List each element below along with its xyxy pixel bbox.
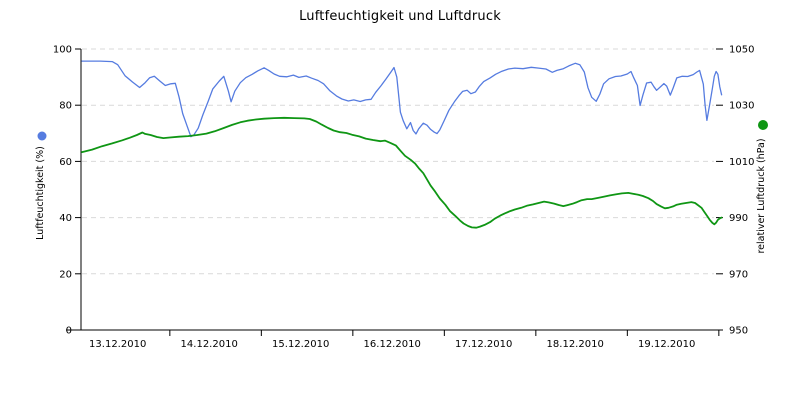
y-right-tick-label: 970 <box>729 269 748 280</box>
y-left-tick-label: 0 <box>66 326 72 337</box>
x-tick-label: 16.12.2010 <box>364 339 421 350</box>
y-left-tick-label: 80 <box>59 101 72 112</box>
y-right-tick-label: 1030 <box>729 101 754 112</box>
x-tick-label: 17.12.2010 <box>455 339 512 350</box>
x-tick-label: 15.12.2010 <box>272 339 329 350</box>
axes <box>66 49 719 331</box>
y-left-tick-label: 60 <box>59 157 72 168</box>
y-left-tick-label: 40 <box>59 213 72 224</box>
y-left-tick-label: 20 <box>59 269 72 280</box>
x-tick-label: 19.12.2010 <box>638 339 695 350</box>
y-right-axis: 950 970 990 1010 1030 1050 <box>716 45 754 337</box>
humidity-legend-dot-icon <box>37 131 47 141</box>
y-left-axis: 0 20 40 60 80 100 <box>53 45 81 337</box>
gridlines <box>82 48 714 275</box>
y-right-tick-label: 990 <box>729 213 748 224</box>
humidity-line <box>81 60 723 138</box>
chart-title: Luftfeuchtigkeit und Luftdruck <box>299 9 501 24</box>
y-right-tick-label: 1050 <box>729 45 754 56</box>
y-right-tick-label: 950 <box>729 326 748 337</box>
x-tick-label: 14.12.2010 <box>181 339 238 350</box>
x-tick-label: 13.12.2010 <box>89 339 146 350</box>
x-tick-label: 18.12.2010 <box>547 339 604 350</box>
x-axis: 13.12.2010 14.12.2010 15.12.2010 16.12.2010… <box>89 330 720 350</box>
pressure-legend-dot-icon <box>758 120 768 130</box>
pressure-line <box>81 116 723 229</box>
y-left-axis-title: Luftfeuchtigkeit (%) <box>35 146 46 240</box>
y-left-tick-label: 100 <box>53 45 72 56</box>
y-right-tick-label: 1010 <box>729 157 754 168</box>
y-right-axis-title: relativer Luftdruck (hPa) <box>756 138 767 253</box>
